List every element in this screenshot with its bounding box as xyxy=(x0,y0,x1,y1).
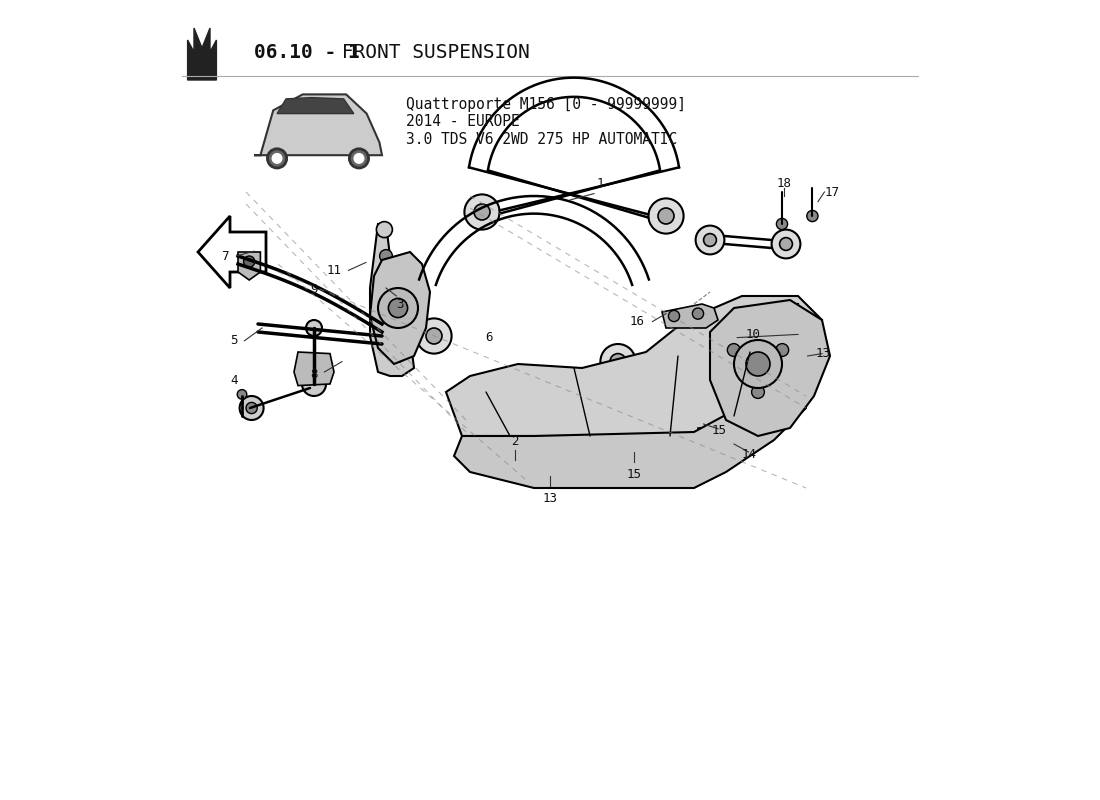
FancyBboxPatch shape xyxy=(634,436,658,460)
Circle shape xyxy=(267,149,287,168)
Circle shape xyxy=(240,396,264,420)
Circle shape xyxy=(378,303,388,313)
Circle shape xyxy=(474,204,490,220)
Circle shape xyxy=(771,230,801,258)
Circle shape xyxy=(379,250,393,262)
Circle shape xyxy=(669,310,680,322)
Text: Quattroporte M156 [0 - 99999999]: Quattroporte M156 [0 - 99999999] xyxy=(406,97,686,111)
Circle shape xyxy=(648,198,683,234)
Polygon shape xyxy=(454,376,806,488)
Circle shape xyxy=(780,238,792,250)
Circle shape xyxy=(243,256,255,267)
Text: FRONT SUSPENSION: FRONT SUSPENSION xyxy=(330,42,530,62)
Circle shape xyxy=(704,434,716,446)
Text: 9: 9 xyxy=(310,283,318,296)
FancyBboxPatch shape xyxy=(562,436,586,460)
Circle shape xyxy=(777,218,788,230)
Circle shape xyxy=(306,320,322,336)
Text: 17: 17 xyxy=(824,186,839,198)
Polygon shape xyxy=(188,28,217,80)
Text: 13: 13 xyxy=(815,347,830,360)
Circle shape xyxy=(751,386,764,398)
Polygon shape xyxy=(766,304,810,380)
Text: 2014 - EUROPE: 2014 - EUROPE xyxy=(406,114,519,129)
Text: 14: 14 xyxy=(742,448,757,461)
Polygon shape xyxy=(198,216,266,288)
Circle shape xyxy=(464,194,499,230)
Circle shape xyxy=(238,390,246,399)
Circle shape xyxy=(806,210,818,222)
Text: 1: 1 xyxy=(596,178,604,190)
Circle shape xyxy=(601,344,636,379)
Circle shape xyxy=(776,344,789,357)
Circle shape xyxy=(610,354,626,370)
Circle shape xyxy=(302,372,326,396)
Text: 7: 7 xyxy=(221,250,229,262)
FancyBboxPatch shape xyxy=(482,436,506,460)
Polygon shape xyxy=(662,304,718,328)
Circle shape xyxy=(785,307,795,317)
Text: 15: 15 xyxy=(712,424,727,437)
Polygon shape xyxy=(370,224,414,376)
Text: 06.10 - 1: 06.10 - 1 xyxy=(254,42,360,62)
Circle shape xyxy=(272,154,282,163)
Text: 3.0 TDS V6 2WD 275 HP AUTOMATIC: 3.0 TDS V6 2WD 275 HP AUTOMATIC xyxy=(406,132,678,146)
Text: 13: 13 xyxy=(542,492,558,505)
Circle shape xyxy=(387,306,400,318)
Circle shape xyxy=(393,318,403,327)
Text: 8: 8 xyxy=(310,368,318,381)
Text: 18: 18 xyxy=(777,177,792,190)
Circle shape xyxy=(392,350,405,362)
Circle shape xyxy=(426,328,442,344)
Polygon shape xyxy=(294,352,334,386)
Circle shape xyxy=(695,226,725,254)
FancyBboxPatch shape xyxy=(698,428,722,452)
Circle shape xyxy=(640,442,651,454)
Circle shape xyxy=(734,340,782,388)
Circle shape xyxy=(746,352,770,376)
Circle shape xyxy=(350,149,368,168)
Circle shape xyxy=(769,307,779,317)
Text: 10: 10 xyxy=(746,328,761,341)
Circle shape xyxy=(569,442,580,454)
Polygon shape xyxy=(277,98,354,114)
Circle shape xyxy=(388,298,408,318)
Circle shape xyxy=(378,288,418,328)
Polygon shape xyxy=(370,252,430,364)
Text: 15: 15 xyxy=(627,468,641,481)
Circle shape xyxy=(246,402,257,414)
Text: 5: 5 xyxy=(231,334,238,347)
Text: 6: 6 xyxy=(485,331,493,344)
Circle shape xyxy=(704,234,716,246)
Text: 3: 3 xyxy=(396,298,404,310)
Circle shape xyxy=(658,208,674,224)
Circle shape xyxy=(692,308,704,319)
Text: 2: 2 xyxy=(512,435,518,448)
Polygon shape xyxy=(710,300,830,436)
Circle shape xyxy=(393,289,403,298)
Text: 4: 4 xyxy=(231,374,238,387)
Circle shape xyxy=(408,303,417,313)
Circle shape xyxy=(417,318,452,354)
Text: 16: 16 xyxy=(629,315,645,328)
FancyBboxPatch shape xyxy=(778,320,798,336)
Circle shape xyxy=(488,442,499,454)
Circle shape xyxy=(376,222,393,238)
Polygon shape xyxy=(254,94,382,155)
Polygon shape xyxy=(238,252,261,280)
Polygon shape xyxy=(446,296,822,436)
Circle shape xyxy=(354,154,364,163)
Text: 11: 11 xyxy=(327,264,342,277)
Circle shape xyxy=(727,344,740,357)
